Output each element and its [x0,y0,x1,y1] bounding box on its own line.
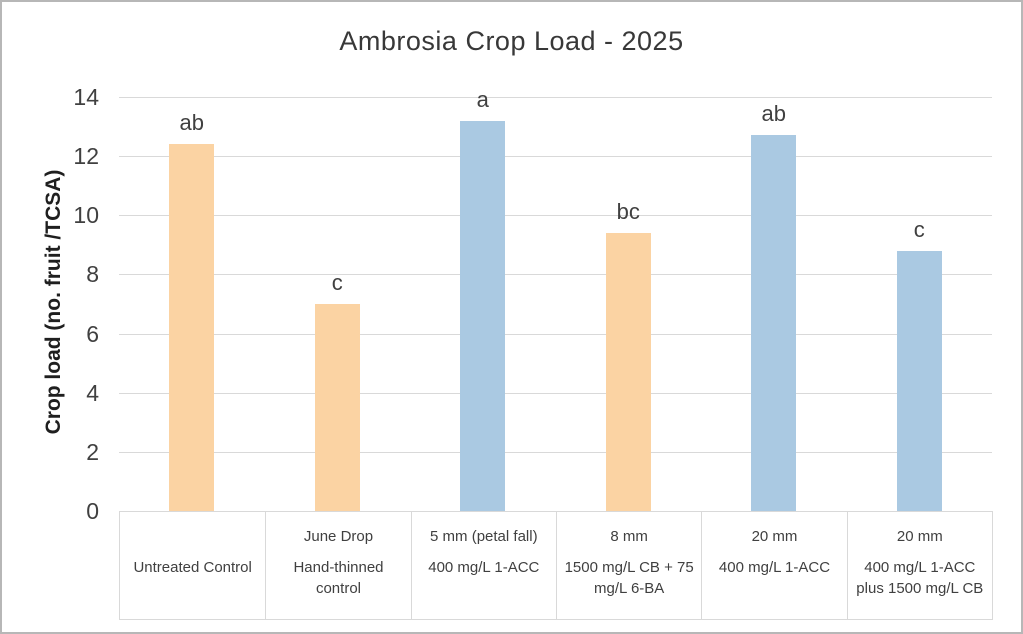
gridline [119,333,992,335]
category-stage-label: 5 mm (petal fall) [430,528,538,545]
category-treatment-label: 400 mg/L 1-ACC [428,559,540,576]
bar [460,120,506,511]
category-stage-label: 20 mm [751,528,798,545]
category-cell: 20 mm 400 mg/L 1-ACC plus 1500 mg/L CB [846,512,992,619]
gridline [119,392,992,394]
category-cell: June Drop Hand-thinned control [265,512,410,619]
y-tick-label: 14 [73,84,99,110]
y-tick-label: 12 [73,143,99,170]
significance-letter: c [913,216,925,242]
category-cell: 20 mm 400 mg/L 1-ACC [701,512,846,619]
y-tick-label: 2 [86,438,99,465]
gridline [119,274,992,276]
category-stage-label [123,526,262,557]
category-stage-label: 20 mm [896,528,943,545]
category-cell: Untreated Control [120,512,265,619]
bar [314,304,360,511]
significance-letter: ab [179,110,204,136]
significance-letter: a [476,86,489,112]
bar [896,250,942,511]
category-stage-label: 8 mm [610,528,648,545]
significance-letter: ab [761,101,786,127]
category-cell: 5 mm (petal fall) 400 mg/L 1-ACC [410,512,556,619]
category-cell: 8 mm 1500 mg/L CB + 75 mg/L 6-BA [555,512,701,619]
y-tick-label: 8 [86,261,99,288]
category-treatment-label: Untreated Control [133,559,252,576]
significance-letter: c [331,270,343,295]
category-treatment-label: 400 mg/L 1-ACC [718,559,831,576]
category-stage-label: June Drop [303,528,374,545]
category-treatment-label: 400 mg/L 1-ACC plus 1500 mg/L CB [856,559,984,597]
y-tick-label: 6 [86,320,99,347]
category-table: Untreated Control June Drop Hand-thinned c… [119,511,993,620]
bar [605,233,651,511]
y-tick-label: 10 [73,202,99,229]
y-tick-label: 0 [86,498,99,524]
gridline [119,97,992,98]
bar [751,135,797,511]
gridline [119,156,992,158]
bar [169,144,215,511]
chart-title: Ambrosia Crop Load - 2025 [339,26,684,56]
category-treatment-label: Hand-thinned control [293,559,384,597]
gridline [119,451,992,453]
significance-letter: bc [616,199,640,225]
y-tick-label: 4 [86,379,99,406]
gridline [119,215,992,217]
category-treatment-label: 1500 mg/L CB + 75 mg/L 6-BA [564,559,694,597]
